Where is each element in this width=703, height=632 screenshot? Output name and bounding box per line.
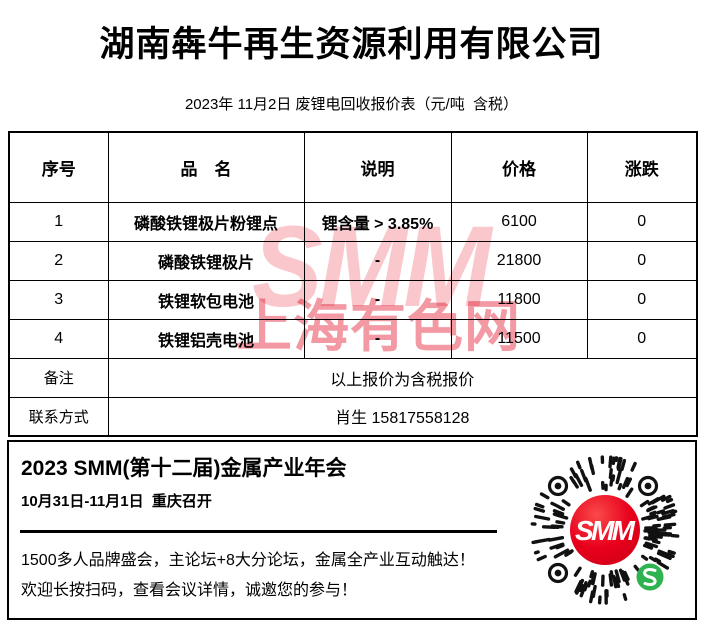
table-row: 1 磷酸铁锂极片粉锂点 锂含量 > 3.85% 6100 0	[8, 201, 698, 242]
cell-name: 磷酸铁锂极片粉锂点	[107, 201, 305, 242]
divider-rule	[20, 530, 497, 533]
header-no: 序号	[8, 131, 109, 203]
header-name: 品 名	[107, 131, 305, 203]
price-table: 序号 品 名 说明 价格 涨跌 1 磷酸铁锂极片粉锂点 锂含量 > 3.85% …	[8, 131, 698, 437]
cell-change: 0	[586, 279, 698, 320]
header-price: 价格	[450, 131, 588, 203]
qr-eye-top-left	[547, 475, 569, 497]
cell-no: 2	[8, 240, 109, 281]
table-row: 2 磷酸铁锂极片 - 21800 0	[8, 240, 698, 281]
cell-price: 11500	[450, 318, 588, 359]
qr-center-logo: SMM	[575, 515, 636, 546]
remark-label: 备注	[8, 357, 109, 398]
table-row: 3 铁锂软包电池 - 11800 0	[8, 279, 698, 320]
cell-no: 3	[8, 279, 109, 320]
wechat-icon	[636, 563, 664, 591]
table-row: 4 铁锂铝壳电池 - 11500 0	[8, 318, 698, 359]
header-spec: 说明	[303, 131, 452, 203]
qr-eye-bottom-left	[547, 562, 569, 584]
cell-name: 铁锂铝壳电池	[107, 318, 305, 359]
cell-spec: -	[303, 318, 452, 359]
event-title: 2023 SMM(第十二届)金属产业年会	[21, 457, 347, 480]
header-change: 涨跌	[586, 131, 698, 203]
cell-spec: 锂含量 > 3.85%	[303, 201, 452, 242]
cell-price: 21800	[450, 240, 588, 281]
company-title: 湖南犇牛再生资源利用有限公司	[99, 25, 604, 64]
cell-no: 1	[8, 201, 109, 242]
cell-spec: -	[303, 240, 452, 281]
qr-dash-field	[530, 455, 680, 605]
remark-value: 以上报价为含税报价	[107, 357, 698, 398]
event-promo-line2: 欢迎长按扫码，查看会议详情，诚邀您的参与！	[21, 582, 358, 599]
qr-eye-top-right	[637, 475, 659, 497]
cell-no: 4	[8, 318, 109, 359]
table-header-row: 序号 品 名 说明 价格 涨跌	[8, 131, 698, 203]
qr-code: SMM	[528, 448, 684, 612]
remark-row: 备注 以上报价为含税报价	[8, 357, 698, 398]
cell-change: 0	[586, 201, 698, 242]
cell-price: 6100	[450, 201, 588, 242]
cell-price: 11800	[450, 279, 588, 320]
qr-center-disc	[570, 495, 640, 565]
event-date: 10月31日-11月1日 重庆召开	[21, 493, 212, 510]
contact-label: 联系方式	[8, 396, 109, 437]
event-promo-line1: 1500多人品牌盛会，主论坛+8大分论坛，金属全产业互动触达！	[21, 552, 475, 569]
sheet-subtitle: 2023年 11月2日 废锂电回收报价表（元/吨 含税）	[184, 96, 519, 113]
cell-change: 0	[586, 318, 698, 359]
contact-value: 肖生 15817558128	[107, 396, 698, 437]
contact-row: 联系方式 肖生 15817558128	[8, 396, 698, 437]
cell-name: 铁锂软包电池	[107, 279, 305, 320]
cell-change: 0	[586, 240, 698, 281]
cell-spec: -	[303, 279, 452, 320]
cell-name: 磷酸铁锂极片	[107, 240, 305, 281]
